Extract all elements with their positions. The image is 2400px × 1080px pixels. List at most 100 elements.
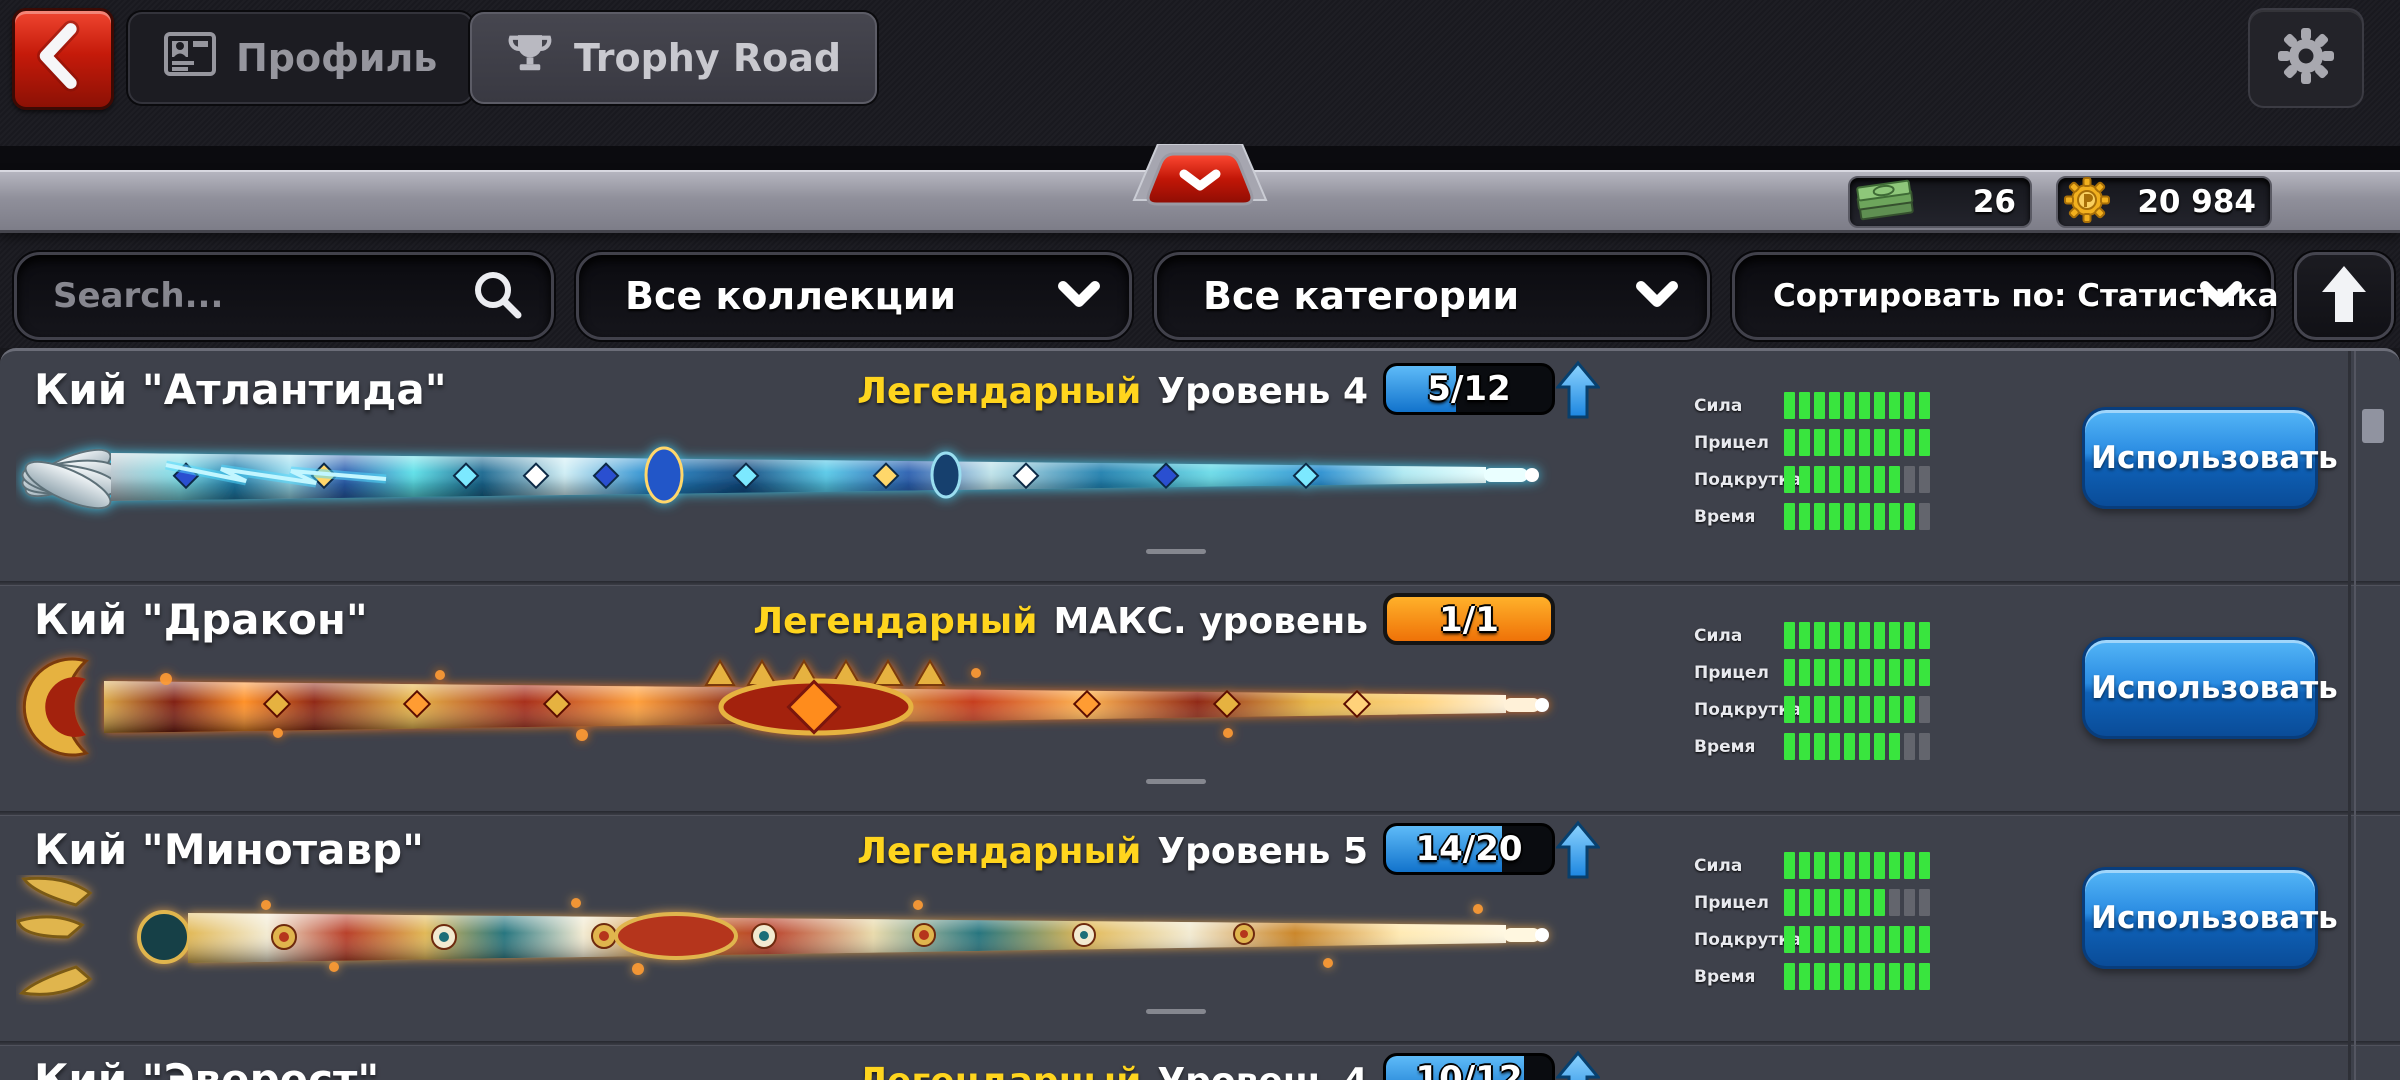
use-button[interactable]: Использовать	[2082, 867, 2338, 969]
chevron-down-icon	[2199, 279, 2243, 313]
cue-row-partial[interactable]: Кий "Эверест" Легендарный Уровень 4 10/1…	[0, 1045, 2400, 1080]
chevron-left-icon	[15, 20, 105, 105]
search-icon	[469, 266, 525, 326]
progress-text: 1/1	[1439, 600, 1499, 640]
stat-label: Время	[1694, 736, 1756, 757]
settings-button[interactable]	[2248, 8, 2364, 108]
stat-label: Подкрутка	[1694, 699, 1802, 720]
use-button[interactable]: Использовать	[2082, 407, 2338, 509]
id-card-icon	[164, 31, 216, 85]
collections-dropdown-value: Все коллекции	[625, 274, 957, 318]
row-separator	[0, 581, 2400, 585]
cash-icon	[1850, 178, 1914, 226]
stat-bar	[1784, 392, 1930, 419]
stat-bar	[1784, 963, 1930, 990]
cue-rarity: Легендарный	[857, 831, 1142, 872]
stat-label: Время	[1694, 966, 1756, 987]
use-button[interactable]: Использовать	[2082, 637, 2338, 739]
upgrade-arrow-icon[interactable]	[1554, 1049, 1602, 1080]
stat-label: Сила	[1694, 395, 1743, 416]
cue-level: Уровень 5	[1157, 831, 1368, 872]
stat-bar	[1784, 852, 1930, 879]
cue-list: Кий "Атлантида" Легендарный Уровень 4 5/…	[0, 348, 2400, 1080]
cash-counter[interactable]: 26	[1848, 176, 2032, 228]
stat-bar	[1784, 733, 1930, 760]
coin-icon	[2058, 177, 2110, 227]
cue-name: Кий "Минотавр"	[34, 825, 424, 874]
scrollbar-thumb[interactable]	[2362, 409, 2384, 443]
search-box	[14, 252, 554, 340]
progress-fill	[1386, 366, 1456, 412]
stat-bar	[1784, 926, 1930, 953]
cue-image-dragon	[16, 645, 1576, 779]
chevron-down-icon	[1057, 279, 1101, 313]
cue-row-dragon[interactable]: Кий "Дракон" Легендарный МАКС. уровень 1…	[0, 585, 2400, 815]
cue-row-minotaur[interactable]: Кий "Минотавр" Легендарный Уровень 5 14/…	[0, 815, 2400, 1045]
stat-label: Сила	[1694, 855, 1743, 876]
stat-label: Подкрутка	[1694, 469, 1802, 490]
sort-dropdown-value: Сортировать по: Статистика	[1773, 278, 2279, 314]
cue-name: Кий "Дракон"	[34, 595, 368, 644]
tab-trophy-road-label: Trophy Road	[574, 36, 842, 80]
row-separator	[0, 1041, 2400, 1045]
categories-dropdown-value: Все категории	[1203, 274, 1520, 318]
progress-text: 10/12	[1415, 1059, 1523, 1080]
cue-rarity: Легендарный	[753, 601, 1038, 642]
categories-dropdown[interactable]: Все категории	[1154, 252, 1710, 340]
cue-rarity: Легендарный	[857, 371, 1142, 412]
stat-bar	[1784, 466, 1930, 493]
tab-profile[interactable]: Профиль	[128, 12, 474, 104]
cue-stats: Сила Прицел Подкрутка Время	[1694, 387, 1930, 535]
stat-label: Прицел	[1694, 892, 1769, 913]
tab-trophy-road[interactable]: Trophy Road	[470, 12, 878, 104]
chevron-down-icon	[1635, 279, 1679, 313]
chevron-down-icon	[1179, 169, 1221, 191]
cue-level: Уровень 4	[1157, 1061, 1368, 1080]
cue-level: Уровень 4	[1157, 371, 1368, 412]
upgrade-arrow-icon[interactable]	[1554, 819, 1602, 885]
row-drag-handle	[1146, 779, 1206, 784]
back-button[interactable]	[12, 8, 114, 110]
scroll-to-top-button[interactable]	[2294, 252, 2394, 340]
arrow-up-icon	[2316, 262, 2372, 330]
cash-value: 26	[1972, 184, 2016, 220]
coins-value: 20 984	[2137, 184, 2256, 220]
gear-icon	[2274, 24, 2338, 92]
row-separator	[0, 811, 2400, 815]
upgrade-arrow-icon[interactable]	[1554, 359, 1602, 425]
progress-badge[interactable]: 14/20	[1383, 823, 1555, 875]
collapse-panel-button[interactable]	[1128, 143, 1272, 232]
stat-bar	[1784, 659, 1930, 686]
coins-counter[interactable]: 20 984	[2056, 176, 2272, 228]
sort-dropdown[interactable]: Сортировать по: Статистика	[1732, 252, 2279, 340]
cue-image-atlantis	[16, 415, 1576, 549]
row-drag-handle	[1146, 1009, 1206, 1014]
scrollbar-track[interactable]	[2348, 351, 2351, 1080]
cue-rarity: Легендарный	[857, 1061, 1141, 1080]
cue-stats: Сила Прицел Подкрутка Время	[1694, 617, 1930, 765]
stat-label: Прицел	[1694, 662, 1769, 683]
stat-label: Сила	[1694, 625, 1743, 646]
stat-label: Время	[1694, 506, 1756, 527]
progress-text: 14/20	[1415, 829, 1523, 869]
progress-text: 5/12	[1427, 369, 1511, 409]
cue-level: МАКС. уровень	[1053, 601, 1368, 642]
cue-row-atlantis[interactable]: Кий "Атлантида" Легендарный Уровень 4 5/…	[0, 355, 2400, 585]
progress-badge[interactable]: 1/1	[1383, 593, 1555, 645]
progress-badge[interactable]: 10/12	[1383, 1053, 1555, 1080]
progress-fill	[1386, 826, 1503, 872]
cue-name: Кий "Атлантида"	[34, 365, 447, 414]
stat-label: Прицел	[1694, 432, 1769, 453]
search-input[interactable]	[17, 275, 475, 317]
stat-bar	[1784, 696, 1930, 723]
progress-badge[interactable]: 5/12	[1383, 363, 1555, 415]
stat-bar	[1784, 889, 1930, 916]
row-drag-handle	[1146, 549, 1206, 554]
stat-label: Подкрутка	[1694, 929, 1802, 950]
stat-bar	[1784, 429, 1930, 456]
collections-dropdown[interactable]: Все коллекции	[576, 252, 1132, 340]
tab-profile-label: Профиль	[236, 36, 438, 80]
cue-stats: Сила Прицел Подкрутка Время	[1694, 847, 1930, 995]
progress-fill	[1386, 1056, 1524, 1080]
stat-bar	[1784, 503, 1930, 530]
